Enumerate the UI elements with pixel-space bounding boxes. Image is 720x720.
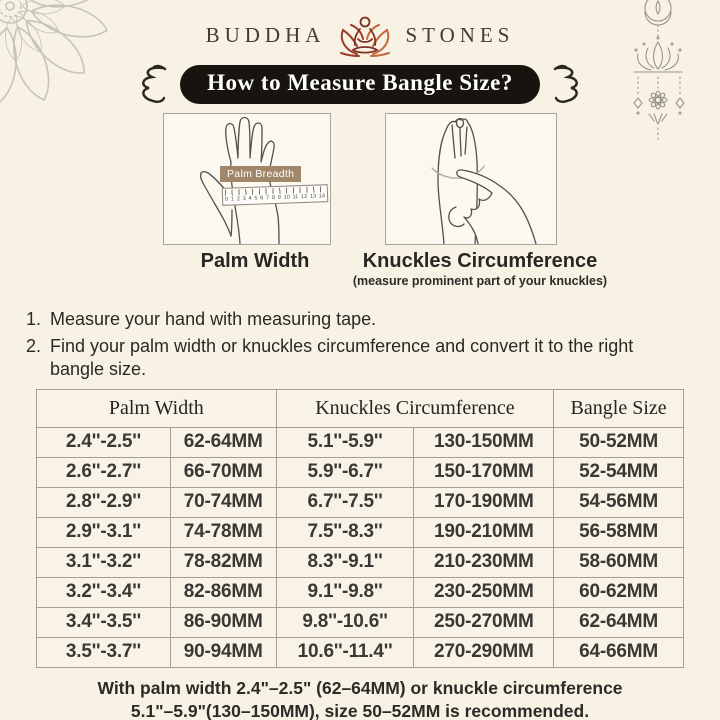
palm-width-illustration: 0 1 2 3 4 5 6 7 8 9 10 11 12 13 14 Palm Breadth <box>163 113 331 245</box>
illustration-row: 0 1 2 3 4 5 6 7 8 9 10 11 12 13 14 Palm Breadth <box>0 113 720 245</box>
knuckles-hands-drawing-icon <box>431 117 537 244</box>
knuckles-illustration <box>385 113 557 245</box>
ruler-number: 1 <box>230 196 235 203</box>
knuckles-label-text: Knuckles Circumference <box>362 250 598 272</box>
cell-palm-width-inches: 3.1''-3.2'' <box>36 546 171 578</box>
cell-knuckles-mm: 150-170MM <box>413 456 555 488</box>
cell-knuckles-mm: 190-210MM <box>413 516 555 548</box>
header-knuckles-circumference: Knuckles Circumference <box>275 388 555 428</box>
size-conversion-table: Palm Width Knuckles Circumference Bangle… <box>36 388 684 668</box>
cell-palm-width-mm: 74-78MM <box>169 516 277 548</box>
knuckles-sublabel: (measure prominent part of your knuckles… <box>352 274 608 288</box>
cell-palm-width-inches: 2.9''-3.1'' <box>36 516 171 548</box>
table-header-row: Palm Width Knuckles Circumference Bangle… <box>36 388 684 428</box>
ruler-number: 12 <box>301 193 308 201</box>
title-banner-row: How to Measure Bangle Size? <box>0 63 720 105</box>
cell-palm-width-mm: 90-94MM <box>169 636 277 668</box>
knuckles-label: Knuckles Circumference (measure prominen… <box>325 250 635 288</box>
instruction-1-text: Measure your hand with measuring tape. <box>50 309 377 329</box>
cell-palm-width-mm: 70-74MM <box>169 486 277 518</box>
cell-bangle-size-mm: 52-54MM <box>553 456 684 488</box>
cell-knuckles-inches: 6.7''-7.5'' <box>275 486 415 518</box>
instruction-2-text: Find your palm width or knuckles circumf… <box>50 336 634 379</box>
table-row: 3.4''-3.5'' 86-90MM 9.8''-10.6'' 250-270MM 6… <box>36 606 684 638</box>
cell-knuckles-inches: 9.8''-10.6'' <box>275 606 415 638</box>
cell-knuckles-inches: 8.3''-9.1'' <box>275 546 415 578</box>
ruler-number: 2 <box>236 196 241 203</box>
recommendation-note: With palm width 2.4"–2.5" (62–64MM) or k… <box>0 677 720 720</box>
ruler-number: 4 <box>248 195 252 202</box>
ruler-number: 9 <box>277 194 282 201</box>
cell-bangle-size-mm: 60-62MM <box>553 576 684 608</box>
cell-knuckles-mm: 230-250MM <box>413 576 555 608</box>
cell-knuckles-inches: 10.6''-11.4'' <box>275 636 415 668</box>
cell-knuckles-inches: 5.1''-5.9'' <box>275 426 415 458</box>
flourish-right-icon <box>553 64 578 103</box>
cell-bangle-size-mm: 56-58MM <box>553 516 684 548</box>
table-row: 3.1''-3.2'' 78-82MM 8.3''-9.1'' 210-230MM 58… <box>36 546 684 578</box>
ruler-number: 3 <box>242 196 246 203</box>
cell-palm-width-inches: 3.2''-3.4'' <box>36 576 171 608</box>
flourish-left-icon <box>142 64 167 103</box>
instructions-list: 1. Measure your hand with measuring tape… <box>26 308 706 380</box>
cell-palm-width-inches: 3.4''-3.5'' <box>36 606 171 638</box>
cell-bangle-size-mm: 64-66MM <box>553 636 684 668</box>
page-title: How to Measure Bangle Size? <box>180 64 540 104</box>
instruction-1-number: 1. <box>26 309 42 329</box>
brand-stones: STONES <box>405 22 515 47</box>
cell-palm-width-mm: 66-70MM <box>169 456 277 488</box>
cell-knuckles-mm: 130-150MM <box>413 426 555 458</box>
cell-bangle-size-mm: 62-64MM <box>553 606 684 638</box>
cell-knuckles-mm: 170-190MM <box>413 486 555 518</box>
cell-palm-width-mm: 78-82MM <box>169 546 277 578</box>
cell-bangle-size-mm: 54-56MM <box>553 486 684 518</box>
cell-palm-width-mm: 86-90MM <box>169 606 277 638</box>
ruler-number: 13 <box>309 193 317 200</box>
palm-breadth-tag: Palm Breadth <box>220 166 302 182</box>
ruler-number: 11 <box>292 194 299 201</box>
header-bangle-size: Bangle Size <box>553 388 684 428</box>
instruction-1: 1. Measure your hand with measuring tape… <box>26 308 706 330</box>
table-row: 2.4''-2.5'' 62-64MM 5.1''-5.9'' 130-150MM 50… <box>36 426 684 458</box>
recommendation-line-1: With palm width 2.4"–2.5" (62–64MM) or k… <box>97 677 623 698</box>
cell-knuckles-inches: 7.5''-8.3'' <box>275 516 415 548</box>
cell-palm-width-mm: 62-64MM <box>169 426 277 458</box>
cell-bangle-size-mm: 58-60MM <box>553 546 684 578</box>
cell-palm-width-inches: 3.5''-3.7'' <box>36 636 171 668</box>
cell-knuckles-mm: 250-270MM <box>413 606 555 638</box>
ruler-number: 10 <box>283 194 290 201</box>
size-table-body: 2.4''-2.5'' 62-64MM 5.1''-5.9'' 130-150MM 50… <box>36 426 684 668</box>
cell-knuckles-inches: 9.1''-9.8'' <box>275 576 415 608</box>
cell-palm-width-inches: 2.4''-2.5'' <box>36 426 171 458</box>
cell-bangle-size-mm: 50-52MM <box>553 426 684 458</box>
cell-palm-width-mm: 82-86MM <box>169 576 277 608</box>
palm-width-label: Palm Width <box>200 250 310 272</box>
table-row: 3.5''-3.7'' 90-94MM 10.6''-11.4'' 270-290MM… <box>36 636 684 668</box>
illustration-labels: Palm Width Knuckles Circumference (measu… <box>0 250 720 296</box>
cell-knuckles-inches: 5.9''-6.7'' <box>275 456 415 488</box>
table-row: 3.2''-3.4'' 82-86MM 9.1''-9.8'' 230-250MM 60… <box>36 576 684 608</box>
table-row: 2.6''-2.7'' 66-70MM 5.9''-6.7'' 150-170MM 52… <box>36 456 684 488</box>
brand-header: BUDDHA <box>0 12 720 58</box>
brand-lotus-icon <box>340 16 391 57</box>
ruler-number: 14 <box>318 193 326 200</box>
ruler-number: 0 <box>225 196 229 203</box>
cell-knuckles-mm: 270-290MM <box>413 636 555 668</box>
cell-palm-width-inches: 2.8''-2.9'' <box>36 486 171 518</box>
table-row: 2.8''-2.9'' 70-74MM 6.7''-7.5'' 170-190MM 54… <box>36 486 684 518</box>
ruler-number: 7 <box>266 195 270 202</box>
cell-knuckles-mm: 210-230MM <box>413 546 555 578</box>
recommendation-line-2: 5.1"–5.9"(130–150MM), size 50–52MM is re… <box>130 701 590 720</box>
header-palm-width: Palm Width <box>36 388 277 428</box>
instruction-2: 2. Find your palm width or knuckles circ… <box>26 335 706 380</box>
cell-palm-width-inches: 2.6''-2.7'' <box>36 456 171 488</box>
table-row: 2.9''-3.1'' 74-78MM 7.5''-8.3'' 190-210MM 56… <box>36 516 684 548</box>
instruction-2-number: 2. <box>26 336 42 357</box>
ruler: 0 1 2 3 4 5 6 7 8 9 10 11 12 13 14 <box>221 184 329 206</box>
ruler-number: 8 <box>271 195 276 202</box>
ruler-number: 6 <box>260 195 264 202</box>
ruler-number: 5 <box>254 195 258 202</box>
brand-buddha: BUDDHA <box>205 22 326 47</box>
